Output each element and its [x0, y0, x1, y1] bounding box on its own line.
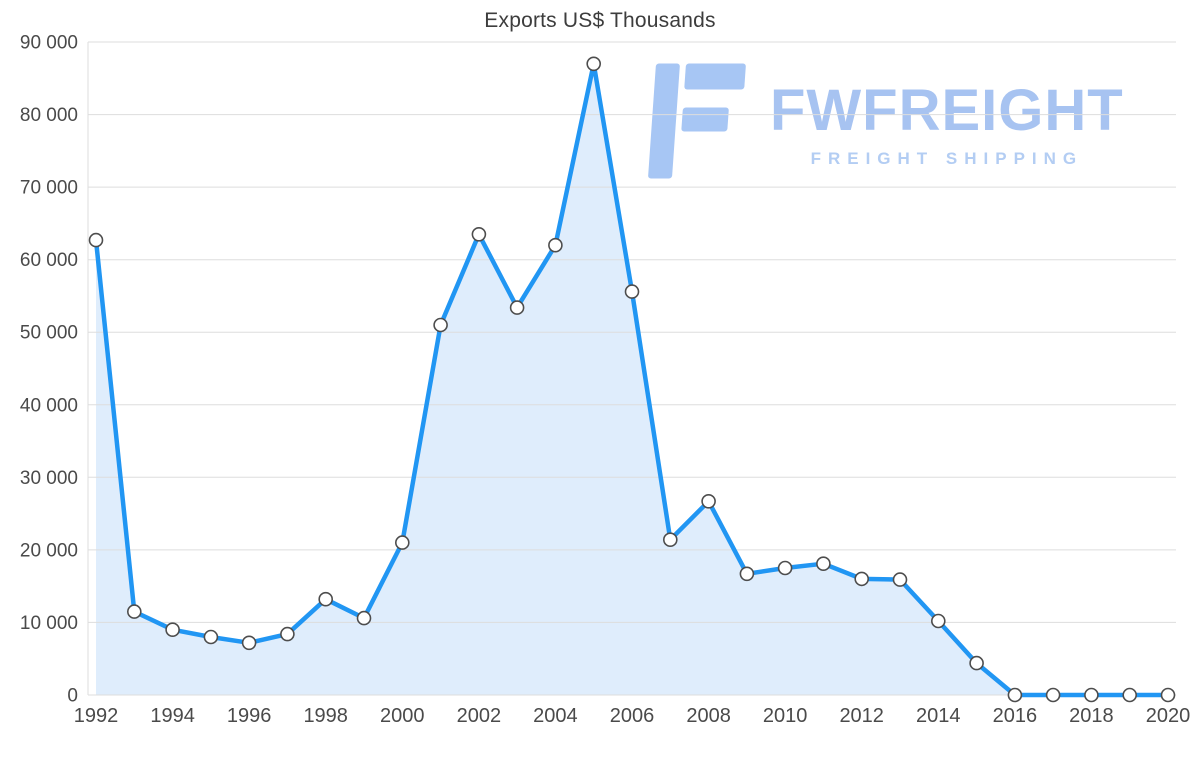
svg-text:40 000: 40 000: [20, 395, 78, 416]
svg-text:2006: 2006: [610, 705, 655, 727]
area-fill: [96, 63, 1168, 696]
svg-text:1998: 1998: [303, 705, 348, 727]
logo-name: FWFREIGHT: [770, 78, 1124, 143]
watermark-logo: FWFREIGHT FREIGHT SHIPPING: [648, 62, 1124, 180]
svg-text:2000: 2000: [380, 705, 425, 727]
fwfreight-logo-icon: [648, 63, 746, 179]
y-axis-labels: 0 10 000 20 000 30 000 40 000 50 000 60 000 70 …: [20, 33, 78, 707]
svg-text:2004: 2004: [533, 705, 578, 727]
svg-text:2020: 2020: [1146, 705, 1191, 727]
x-axis-labels: 1992 1994 1996 1998 2000 2002 2004 2006 2008 2010…: [74, 705, 1191, 727]
chart-title: Exports US$ Thousands: [484, 9, 716, 32]
logo-text-block: FWFREIGHT FREIGHT SHIPPING: [770, 62, 1124, 169]
svg-text:1994: 1994: [150, 705, 195, 727]
svg-text:2002: 2002: [457, 705, 502, 727]
svg-text:10 000: 10 000: [20, 613, 78, 634]
svg-text:50 000: 50 000: [20, 323, 78, 344]
svg-text:60 000: 60 000: [20, 250, 78, 271]
svg-text:2010: 2010: [763, 705, 808, 727]
svg-text:2012: 2012: [839, 705, 884, 727]
svg-text:20 000: 20 000: [20, 540, 78, 561]
svg-text:30 000: 30 000: [20, 468, 78, 489]
logo-tagline: FREIGHT SHIPPING: [810, 149, 1084, 168]
svg-text:90 000: 90 000: [20, 33, 78, 54]
data-points[interactable]: [88, 56, 1176, 703]
svg-text:0: 0: [67, 686, 78, 707]
svg-text:2008: 2008: [686, 705, 731, 727]
svg-text:80 000: 80 000: [20, 105, 78, 126]
svg-text:2018: 2018: [1069, 705, 1114, 727]
svg-text:2016: 2016: [993, 705, 1038, 727]
grid-lines: [87, 41, 1176, 696]
svg-text:2014: 2014: [916, 705, 961, 727]
svg-text:1992: 1992: [74, 705, 119, 727]
svg-text:70 000: 70 000: [20, 178, 78, 199]
svg-text:1996: 1996: [227, 705, 272, 727]
